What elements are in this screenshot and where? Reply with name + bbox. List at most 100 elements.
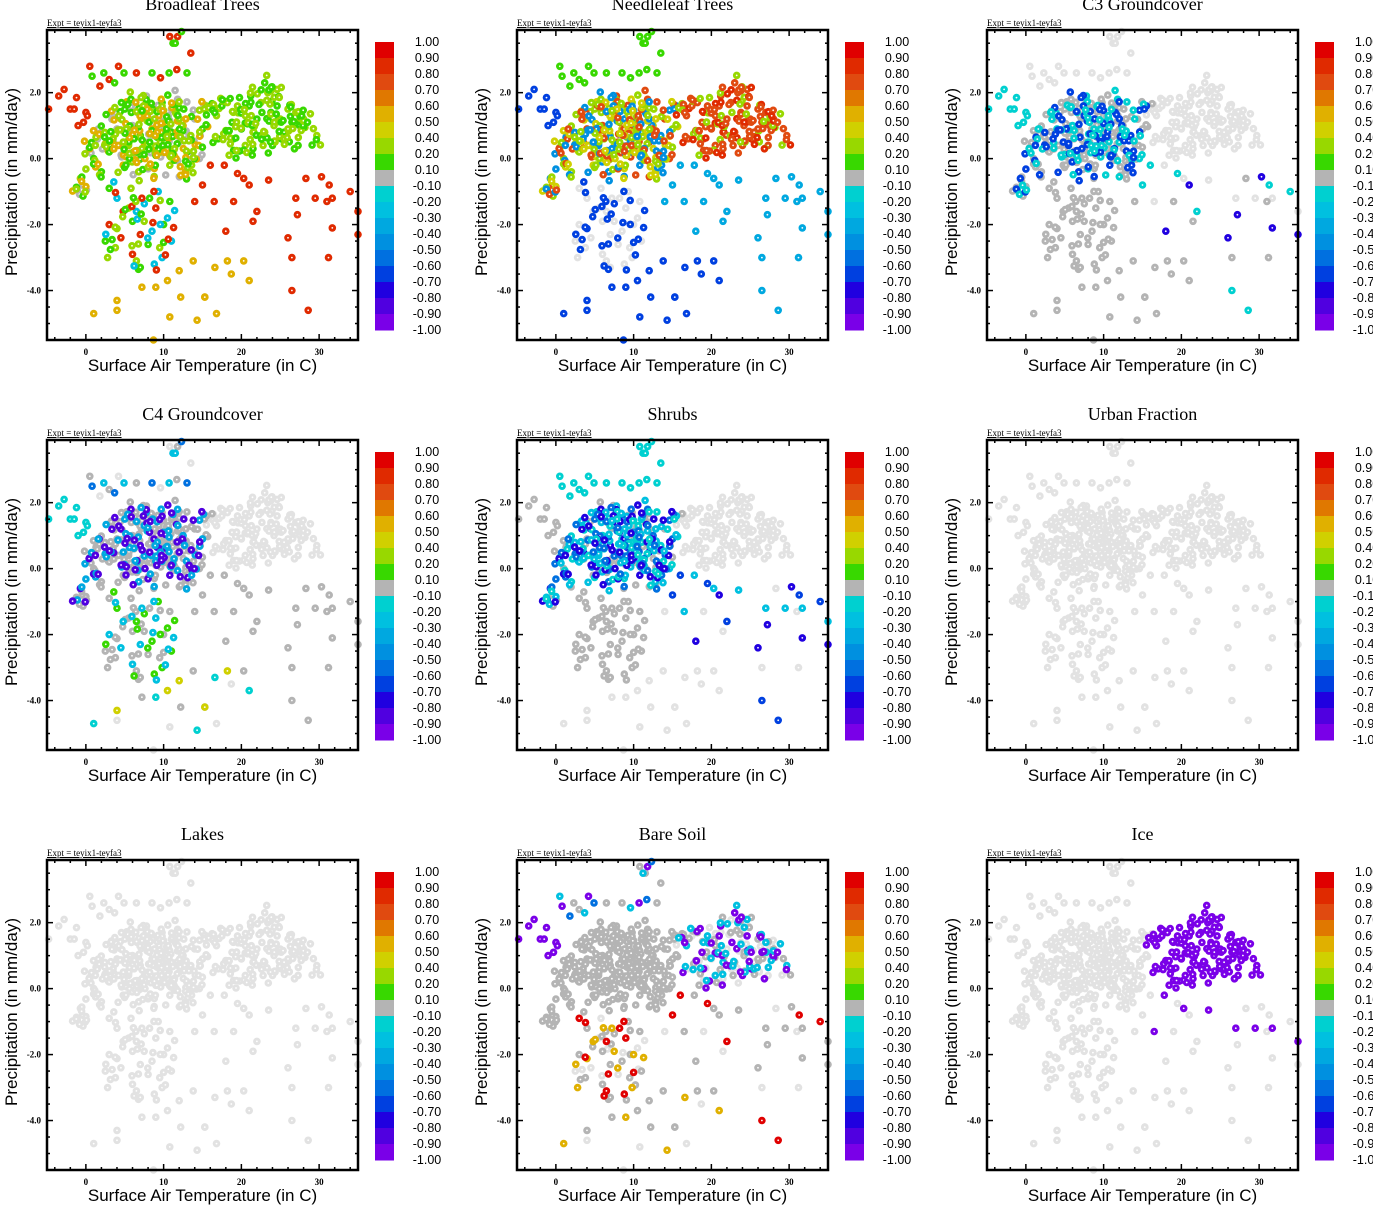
point-center [149,163,151,165]
data-point [304,119,312,127]
point-center [278,97,280,99]
point-center [748,97,750,99]
data-point [157,119,165,127]
data-point [219,136,227,144]
data-point [275,128,283,136]
data-point [608,283,616,291]
point-center [714,145,716,147]
data-point [632,251,640,259]
data-point [673,111,681,119]
data-point [745,128,753,136]
data-point [1205,176,1213,184]
point-center [1260,144,1262,146]
data-point [287,103,295,111]
data-point [605,240,613,248]
point-center [619,141,621,143]
data-point [566,82,574,90]
data-point [681,264,689,272]
point-center [706,121,708,123]
point-center [193,150,195,152]
point-center [63,89,65,91]
data-point [636,33,644,41]
point-center [188,140,190,142]
point-center [588,115,590,117]
point-center [740,86,742,88]
data-point [585,63,593,71]
data-point [1026,63,1034,71]
point-center [160,77,162,79]
data-point [173,66,181,74]
point-center [714,115,716,117]
data-point [1028,72,1036,80]
point-center [162,110,164,112]
data-point [114,169,122,177]
point-center [141,110,143,112]
point-center [606,260,608,262]
point-center [161,137,163,139]
data-point [765,134,773,142]
point-center [570,176,572,178]
data-point [166,33,174,41]
point-center [134,150,136,152]
data-point [700,198,708,206]
point-center [784,197,786,199]
point-center [740,113,742,115]
data-point [735,176,743,184]
point-center [85,168,87,170]
data-point [681,109,689,117]
data-point [115,63,123,71]
data-point [196,128,204,136]
point-center [110,249,112,251]
point-center [1169,98,1171,100]
data-point [636,198,644,206]
point-center [133,265,135,267]
point-center [1175,126,1177,128]
point-center [646,69,648,71]
point-center [1076,72,1078,74]
data-point [159,107,167,115]
point-center [132,174,134,176]
point-center [563,130,565,132]
data-point [570,69,578,77]
point-center [148,148,150,150]
data-point [1189,141,1197,149]
point-center [587,171,589,173]
data-point [111,79,119,87]
point-center [625,207,627,209]
point-center [256,118,258,120]
point-center [662,172,664,174]
point-center [256,211,258,213]
point-center [154,135,156,137]
data-point [1139,143,1147,151]
point-center [578,79,580,81]
point-center [621,230,623,232]
data-point [1205,149,1213,157]
point-center [563,313,565,315]
data-point [222,227,230,235]
point-center [595,164,597,166]
point-center [611,148,613,150]
point-center [655,118,657,120]
point-center [1203,131,1205,133]
point-center [276,89,278,91]
colorbar-swatch [845,90,864,107]
data-point [1051,79,1059,87]
point-center [109,140,111,142]
point-center [1155,136,1157,138]
point-center [654,134,656,136]
data-point [698,270,706,278]
point-center [1168,154,1170,156]
point-center [216,313,218,315]
point-center [1208,179,1210,181]
point-center [584,107,586,109]
point-center [575,233,577,235]
point-center [165,254,167,256]
data-point [600,194,608,202]
point-center [149,197,151,199]
point-center [76,97,78,99]
point-center [584,82,586,84]
point-center [1197,93,1199,95]
data-point [556,63,564,71]
point-center [251,154,253,156]
point-center [623,263,625,265]
